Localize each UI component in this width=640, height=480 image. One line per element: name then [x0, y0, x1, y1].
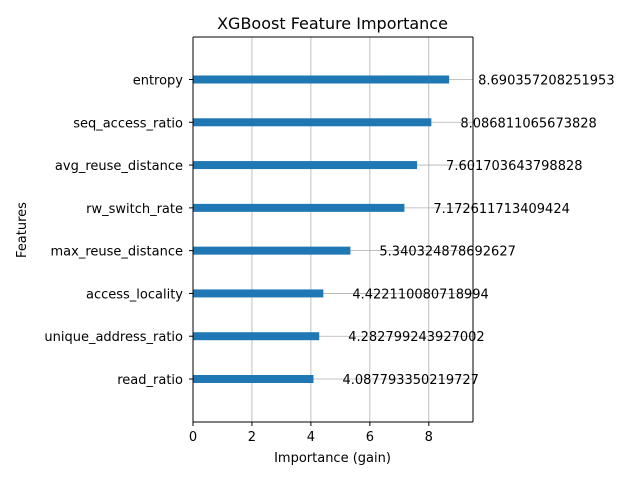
bar-value-label: 7.172611713409424: [433, 202, 569, 217]
y-tick-label: rw_switch_rate: [86, 202, 183, 217]
bar-value-label: 4.087793350219727: [342, 373, 478, 388]
y-tick-label: max_reuse_distance: [51, 245, 183, 260]
x-tick-label: 6: [366, 430, 374, 445]
x-tick-label: 8: [425, 430, 433, 445]
y-tick-label: seq_access_ratio: [73, 116, 183, 131]
bar: [193, 375, 314, 383]
bar-value-label: 4.282799243927002: [348, 330, 484, 345]
bar: [193, 332, 320, 341]
bar-value-label: 4.422110080718994: [352, 287, 488, 302]
y-tick-label: avg_reuse_distance: [55, 159, 183, 174]
bars-layer: [193, 75, 450, 383]
x-axis-title: Importance (gain): [274, 451, 391, 466]
bar: [193, 75, 450, 84]
bar-value-label: 8.690357208251953: [478, 74, 614, 89]
bar: [193, 246, 351, 255]
bar: [193, 289, 324, 298]
y-axis-title: Features: [15, 202, 30, 258]
bar-value-label: 7.601703643798828: [446, 159, 582, 174]
x-tick-label: 2: [248, 430, 256, 445]
axes-layer: [189, 36, 474, 426]
labels-layer: 8.690357208251953 8.086811065673828 7.6017…: [44, 74, 614, 446]
x-tick-label: 4: [307, 430, 315, 445]
y-tick-label: unique_address_ratio: [44, 330, 183, 345]
bar: [193, 118, 432, 127]
y-tick-label: access_locality: [86, 287, 183, 302]
chart-title: XGBoost Feature Importance: [217, 14, 448, 33]
bar-value-label: 8.086811065673828: [460, 116, 596, 131]
y-tick-label: read_ratio: [117, 373, 183, 388]
y-tick-label: entropy: [133, 74, 184, 89]
x-tick-label: 0: [189, 430, 197, 445]
bar-value-label: 5.340324878692627: [379, 245, 515, 260]
bar: [193, 203, 405, 212]
bar: [193, 161, 418, 170]
